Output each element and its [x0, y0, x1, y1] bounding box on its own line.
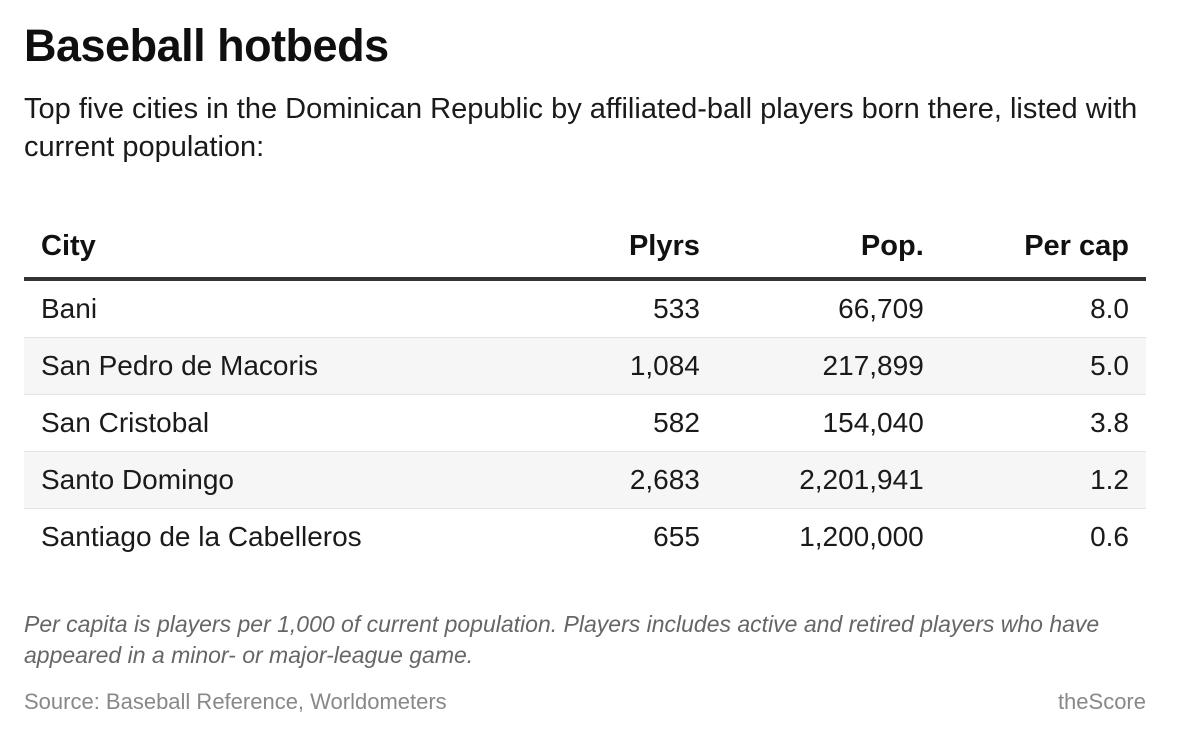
- cell-population: 217,899: [716, 337, 941, 395]
- chart-container: Baseball hotbeds Top five cities in the …: [24, 18, 1146, 715]
- cell-per-capita: 3.8: [940, 394, 1146, 452]
- column-header-population: Pop.: [716, 215, 941, 281]
- cell-city: San Pedro de Macoris: [24, 337, 527, 395]
- cell-per-capita: 8.0: [940, 279, 1146, 338]
- cell-city: Santiago de la Cabelleros: [41, 521, 362, 552]
- cell-population: 2,201,941: [716, 451, 941, 509]
- column-header-city: City: [24, 215, 527, 281]
- column-header-players: Plyrs: [526, 215, 717, 281]
- cell-players: 655: [653, 521, 700, 552]
- cell-players: 582: [526, 394, 717, 452]
- table-row: San Cristobal 582 154,040 3.8: [24, 394, 1146, 452]
- table-row: Santiago de la Cabelleros 655 1,200,000 …: [24, 509, 1146, 566]
- credit-text: theScore: [1057, 689, 1146, 714]
- cell-per-capita: 1.2: [940, 451, 1146, 509]
- cell-players: 2,683: [526, 451, 717, 509]
- cell-population: 154,040: [716, 394, 941, 452]
- cell-city: Bani: [24, 279, 527, 338]
- chart-subtitle: Top five cities in the Dominican Republi…: [24, 93, 1138, 163]
- source-text: Source: Baseball Reference, Worldometers: [24, 689, 447, 714]
- footnote: Per capita is players per 1,000 of curre…: [24, 611, 1100, 668]
- table-row: Santo Domingo 2,683 2,201,941 1.2: [24, 451, 1146, 509]
- chart-footer: Source: Baseball Reference, Worldometers…: [24, 689, 1146, 715]
- cell-per-capita: 0.6: [1090, 521, 1129, 552]
- chart-title: Baseball hotbeds: [24, 20, 389, 71]
- cell-city: San Cristobal: [24, 394, 527, 452]
- cell-players: 533: [526, 279, 717, 338]
- cell-population: 1,200,000: [799, 521, 924, 552]
- column-header-per-capita: Per cap: [940, 215, 1146, 281]
- table-row: Bani 533 66,709 8.0: [24, 279, 1146, 338]
- table-header-row: City Plyrs Pop. Per cap: [24, 215, 1146, 281]
- data-table: City Plyrs Pop. Per cap Bani 533 66,709 …: [24, 215, 1146, 565]
- cell-population: 66,709: [716, 279, 941, 338]
- table-row: San Pedro de Macoris 1,084 217,899 5.0: [24, 337, 1146, 395]
- cell-players: 1,084: [526, 337, 717, 395]
- cell-per-capita: 5.0: [940, 337, 1146, 395]
- cell-city: Santo Domingo: [24, 451, 527, 509]
